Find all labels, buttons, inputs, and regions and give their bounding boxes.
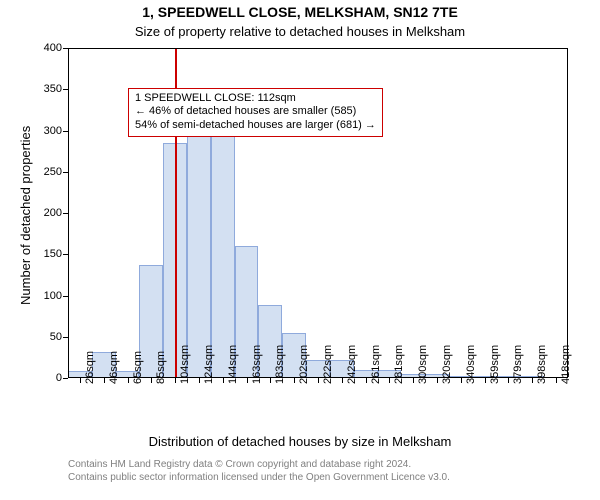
ytick-mark — [63, 48, 68, 49]
xtick-mark — [270, 378, 271, 383]
xtick-label: 183sqm — [274, 337, 286, 384]
ytick-mark — [63, 254, 68, 255]
xtick-mark — [80, 378, 81, 383]
annotation-line3: 54% of semi-detached houses are larger (… — [135, 119, 376, 133]
xtick-mark — [413, 378, 414, 383]
chart-container: 1, SPEEDWELL CLOSE, MELKSHAM, SN12 7TE S… — [0, 0, 600, 500]
ytick-mark — [63, 337, 68, 338]
ytick-mark — [63, 89, 68, 90]
chart-subtitle: Size of property relative to detached ho… — [0, 24, 600, 39]
xtick-mark — [223, 378, 224, 383]
xtick-mark — [151, 378, 152, 383]
attribution-text: Contains HM Land Registry data © Crown c… — [68, 458, 450, 484]
ytick-mark — [63, 172, 68, 173]
xtick-label: 163sqm — [251, 337, 263, 384]
xtick-label: 85sqm — [155, 343, 167, 384]
xtick-mark — [485, 378, 486, 383]
xtick-label: 320sqm — [441, 337, 453, 384]
xtick-label: 65sqm — [132, 343, 144, 384]
ytick-mark — [63, 213, 68, 214]
xtick-mark — [199, 378, 200, 383]
xtick-label: 300sqm — [417, 337, 429, 384]
annotation-box: 1 SPEEDWELL CLOSE: 112sqm← 46% of detach… — [128, 88, 383, 137]
xtick-mark — [389, 378, 390, 383]
attribution-line2: Contains public sector information licen… — [68, 471, 450, 484]
xtick-mark — [294, 378, 295, 383]
x-axis-label: Distribution of detached houses by size … — [0, 434, 600, 449]
attribution-line1: Contains HM Land Registry data © Crown c… — [68, 458, 450, 471]
xtick-mark — [342, 378, 343, 383]
xtick-mark — [556, 378, 557, 383]
xtick-label: 104sqm — [179, 337, 191, 384]
xtick-label: 222sqm — [322, 337, 334, 384]
xtick-mark — [366, 378, 367, 383]
xtick-mark — [175, 378, 176, 383]
xtick-mark — [318, 378, 319, 383]
xtick-label: 46sqm — [108, 343, 120, 384]
xtick-label: 26sqm — [84, 343, 96, 384]
xtick-mark — [104, 378, 105, 383]
plot-area: 05010015020025030035040026sqm46sqm65sqm8… — [68, 48, 568, 378]
xtick-label: 124sqm — [203, 337, 215, 384]
ytick-mark — [63, 378, 68, 379]
ytick-mark — [63, 296, 68, 297]
chart-title: 1, SPEEDWELL CLOSE, MELKSHAM, SN12 7TE — [0, 4, 600, 20]
ytick-mark — [63, 131, 68, 132]
xtick-mark — [508, 378, 509, 383]
annotation-line2: ← 46% of detached houses are smaller (58… — [135, 105, 376, 119]
xtick-label: 242sqm — [346, 337, 358, 384]
y-axis-label: Number of detached properties — [18, 126, 33, 305]
xtick-label: 144sqm — [227, 337, 239, 384]
xtick-label: 281sqm — [393, 337, 405, 384]
xtick-label: 398sqm — [536, 337, 548, 384]
xtick-label: 340sqm — [465, 337, 477, 384]
xtick-mark — [437, 378, 438, 383]
xtick-mark — [461, 378, 462, 383]
xtick-mark — [128, 378, 129, 383]
xtick-mark — [247, 378, 248, 383]
xtick-label: 202sqm — [298, 337, 310, 384]
xtick-label: 359sqm — [489, 337, 501, 384]
annotation-line1: 1 SPEEDWELL CLOSE: 112sqm — [135, 92, 376, 106]
xtick-label: 261sqm — [370, 337, 382, 384]
xtick-label: 418sqm — [560, 337, 572, 384]
xtick-mark — [532, 378, 533, 383]
xtick-label: 379sqm — [512, 337, 524, 384]
